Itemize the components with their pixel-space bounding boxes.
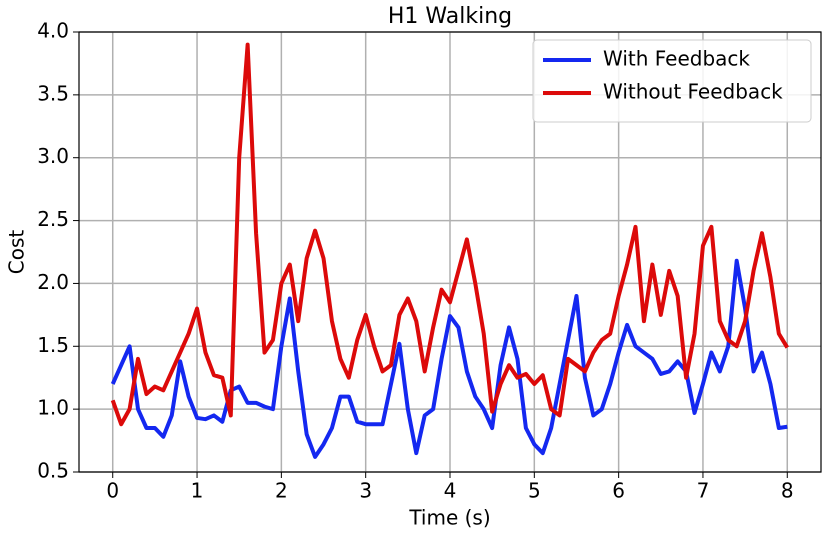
x-tick-label: 1 <box>191 479 204 503</box>
plot-frame <box>78 31 822 473</box>
x-tick-label: 8 <box>781 479 794 503</box>
legend-box <box>532 39 812 123</box>
x-tick-label: 5 <box>528 479 541 503</box>
legend-label: Without Feedback <box>603 80 783 104</box>
x-tick-label: 7 <box>697 479 710 503</box>
y-tick-label: 2.0 <box>37 270 69 294</box>
y-tick-label: 3.5 <box>37 81 69 105</box>
plot-lines <box>110 42 789 459</box>
data-line <box>110 42 789 427</box>
data-line <box>110 258 788 459</box>
y-tick-label: 2.5 <box>37 207 69 231</box>
y-axis-label: Cost <box>5 230 29 275</box>
y-tick-label: 1.0 <box>37 396 69 420</box>
x-tick-label: 0 <box>106 479 119 503</box>
y-tick-label: 4.0 <box>37 19 69 43</box>
x-axis-label: Time (s) <box>408 506 490 530</box>
y-tick-label: 1.5 <box>37 333 69 357</box>
y-tick-label: 0.5 <box>37 459 69 483</box>
y-tick-label: 3.0 <box>37 144 69 168</box>
x-tick-label: 4 <box>444 479 457 503</box>
x-tick-label: 3 <box>359 479 372 503</box>
chart-title: H1 Walking <box>388 4 512 29</box>
x-tick-label: 2 <box>275 479 288 503</box>
legend-label: With Feedback <box>603 47 750 71</box>
x-tick-label: 6 <box>612 479 625 503</box>
